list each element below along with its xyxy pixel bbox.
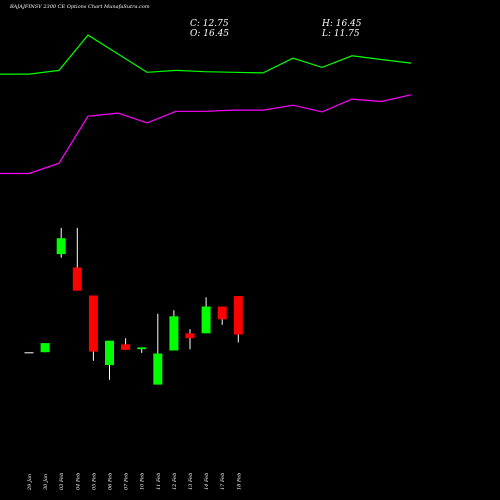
candle-body [88,295,98,352]
x-tick-label: 12 Feb [172,473,178,490]
x-tick-label: 14 Feb [204,473,210,490]
x-tick-label: 07 Feb [124,473,130,490]
x-tick-label: 11 Feb [156,473,162,490]
x-tick-label: 10 Feb [140,473,146,490]
candle-body [201,306,211,334]
candle-body [24,352,34,354]
candle-body [56,238,66,255]
candle-body [153,353,163,385]
candle-body [40,343,50,353]
x-tick-label: 05 Feb [91,473,97,490]
close-value: C: 12.75 [190,19,229,29]
x-tick-label: 30 Jan [43,474,49,490]
candle-body [121,344,131,350]
x-tick-label: 03 Feb [59,473,65,490]
x-tick-label: 18 Feb [236,473,242,490]
candle-body [233,296,243,335]
open-value: O: 16.45 [190,29,230,39]
x-tick-label: 29 Jan [27,474,33,491]
low-value: L: 11.75 [322,29,360,39]
lower-indicator-line [0,94,412,175]
candle-body [105,340,114,366]
x-tick-label: 04 Feb [75,473,81,490]
chart-title: BAJAJFINSV 2300 CE Options Chart MunafaS… [10,4,150,10]
x-tick-label: 13 Feb [188,473,194,490]
candle-body [217,306,227,320]
high-value: H: 16.45 [322,19,362,29]
x-tick-label: 17 Feb [220,473,226,490]
upper-indicator-line [0,34,412,75]
candle-body [72,267,82,291]
candle-body [169,316,179,351]
x-tick-label: 06 Feb [108,473,114,490]
candle-body [137,347,147,350]
candle-body [185,333,195,339]
